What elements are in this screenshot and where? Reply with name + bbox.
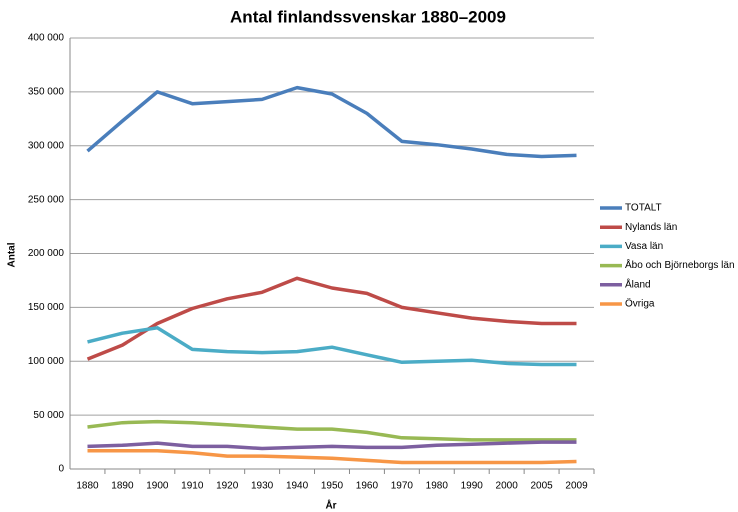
y-tick-label: 50 000 bbox=[33, 410, 64, 421]
y-axis-label: Antal bbox=[7, 242, 18, 267]
series-line bbox=[87, 440, 577, 451]
x-tick-label: 1940 bbox=[286, 481, 309, 492]
legend-label: Övriga bbox=[625, 298, 655, 310]
legend-label: Vasa län bbox=[625, 241, 663, 252]
series-line bbox=[87, 419, 577, 442]
y-tick-label: 150 000 bbox=[28, 302, 65, 313]
y-tick-label: 300 000 bbox=[28, 140, 65, 151]
x-tick-label: 2000 bbox=[496, 481, 519, 492]
legend-label: Nylands län bbox=[625, 222, 677, 233]
x-axis-label: År bbox=[325, 499, 336, 512]
x-tick-label: 1970 bbox=[391, 481, 414, 492]
x-tick-label: 1890 bbox=[111, 481, 134, 492]
x-tick-label: 1930 bbox=[251, 481, 274, 492]
y-tick-label: 100 000 bbox=[28, 356, 65, 367]
x-tick-label: 2009 bbox=[565, 481, 588, 492]
x-tick-label: 1880 bbox=[76, 481, 99, 492]
x-tick-label: 1990 bbox=[461, 481, 484, 492]
chart-title: Antal finlandssvenskar 1880–2009 bbox=[230, 7, 506, 26]
x-tick-label: 1980 bbox=[426, 481, 449, 492]
y-tick-label: 250 000 bbox=[28, 194, 65, 205]
x-tick-label: 1950 bbox=[321, 481, 344, 492]
x-tick-label: 1960 bbox=[356, 481, 379, 492]
legend-label: Åland bbox=[625, 277, 651, 290]
y-tick-label: 350 000 bbox=[28, 87, 65, 98]
series-line bbox=[87, 326, 577, 367]
y-tick-label: 0 bbox=[58, 464, 64, 475]
series-line bbox=[86, 85, 577, 159]
x-tick-label: 1920 bbox=[216, 481, 239, 492]
legend-label: Åbo och Björneborgs län bbox=[625, 258, 735, 271]
y-tick-label: 200 000 bbox=[28, 248, 65, 259]
legend-label: TOTALT bbox=[625, 203, 662, 214]
y-tick-label: 400 000 bbox=[28, 33, 65, 44]
series-line bbox=[86, 276, 577, 361]
x-tick-label: 1910 bbox=[181, 481, 204, 492]
x-tick-label: 1900 bbox=[146, 481, 169, 492]
series-line bbox=[87, 448, 577, 465]
x-tick-label: 2005 bbox=[530, 481, 553, 492]
